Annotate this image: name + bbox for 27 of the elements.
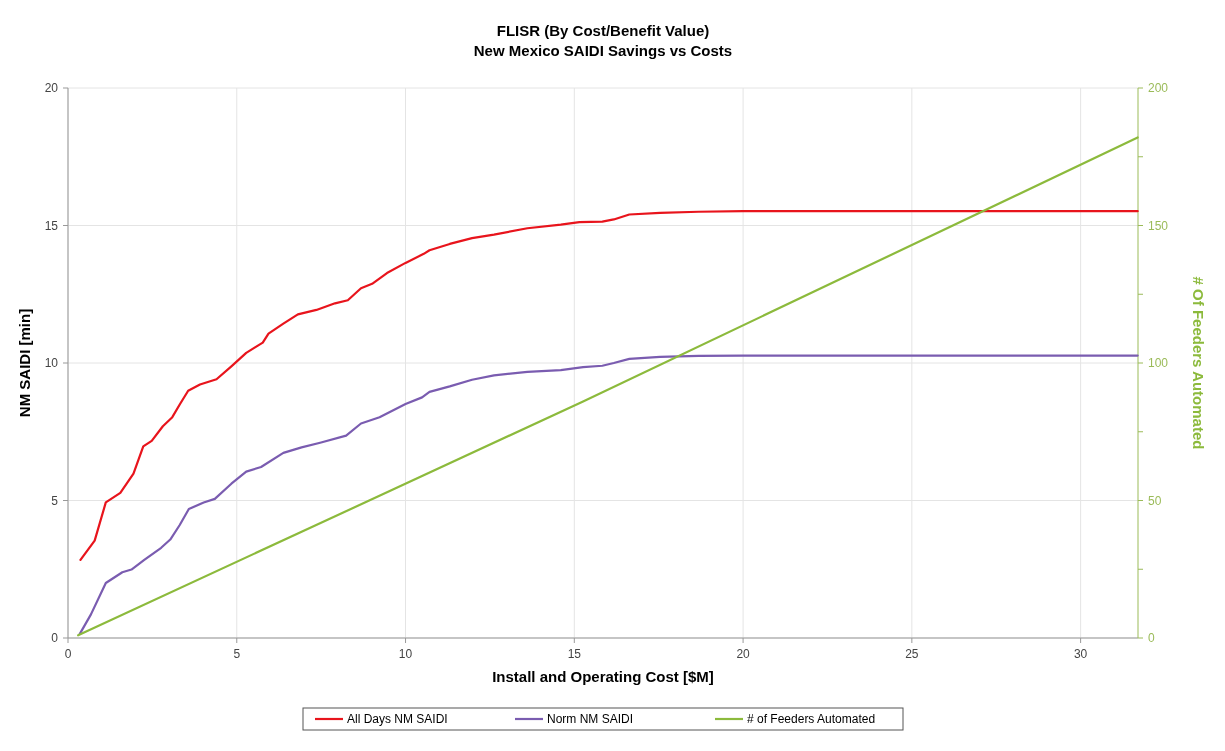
x-tick-label: 0 [64, 647, 72, 661]
x-tick-label: 30 [1073, 647, 1088, 661]
y-axis-title: NM SAIDI [min] [16, 308, 33, 418]
x-tick-label: 20 [736, 647, 751, 661]
legend-label: All Days NM SAIDI [347, 712, 448, 726]
y-tick-label: 10 [44, 356, 59, 370]
y2-tick-label: 200 [1148, 81, 1169, 95]
chart-title: FLISR (By Cost/Benefit Value) [496, 22, 710, 39]
y2-tick-label: 150 [1148, 218, 1169, 233]
y-tick-label: 20 [44, 81, 59, 95]
y2-tick-label: 100 [1148, 356, 1169, 370]
x-tick-label: 10 [398, 647, 413, 661]
y2-axis-title: # Of Feeders Automated [1190, 276, 1207, 450]
y-tick-label: 15 [44, 218, 59, 233]
x-tick-label: 25 [905, 647, 919, 661]
chart-subtitle: New Mexico SAIDI Savings vs Costs [473, 42, 733, 59]
legend-label: # of Feeders Automated [747, 712, 876, 726]
legend-label: Norm NM SAIDI [547, 712, 634, 726]
x-tick-label: 15 [567, 647, 582, 661]
y2-tick-label: 0 [1148, 631, 1155, 645]
line-series [78, 354, 1139, 635]
x-tick-label: 5 [233, 647, 241, 661]
y-tick-label: 0 [51, 631, 59, 645]
y-tick-label: 5 [51, 493, 59, 508]
x-axis-title: Install and Operating Cost [$M] [492, 668, 714, 685]
y2-tick-label: 50 [1148, 493, 1162, 508]
line-series [79, 210, 1139, 561]
